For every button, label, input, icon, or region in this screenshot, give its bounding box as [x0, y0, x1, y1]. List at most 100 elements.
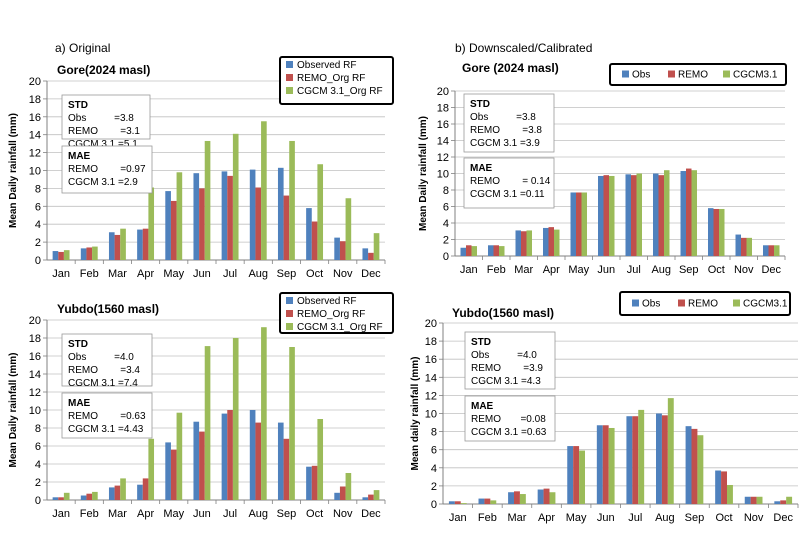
y-axis-label: Mean daily rainfall (mm)	[410, 357, 421, 471]
bar-cgcm3-1-mar	[526, 230, 532, 256]
bar-remo-org-rf-dec	[368, 252, 374, 260]
bar-remo-apr	[548, 227, 554, 256]
bar-cgcm-3-1-org-rf-jul	[232, 133, 239, 260]
y-tick-label: 12	[437, 152, 449, 164]
x-tick-label: Jun	[597, 512, 615, 524]
bar-cgcm-3-1-org-rf-mar	[120, 478, 126, 500]
x-tick-label: Feb	[80, 508, 99, 520]
legend-box	[619, 291, 791, 316]
legend-label: CGCM 3.1_Org RF	[297, 322, 383, 333]
bar-remo-org-rf-oct	[311, 221, 318, 260]
bar-cgcm3-1-jul	[638, 409, 645, 504]
panel-a-heading: a) Original	[55, 41, 111, 55]
stats-line: CGCM 3.1 =3.9	[470, 138, 540, 149]
bar-cgcm-3-1-org-rf-jun	[204, 346, 211, 500]
bar-observed-rf-dec	[362, 248, 369, 260]
bar-cgcm3-1-jun	[609, 175, 615, 256]
stats-line: REMO =3.1	[68, 126, 140, 137]
bar-remo-mar	[521, 231, 527, 256]
bar-remo-jan	[454, 501, 461, 504]
y-tick-label: 6	[35, 441, 41, 453]
chart-b2: 0 2 4 6 8 10 12 14 16 18 20 Jan Feb Mar Apr May Jun Jul Au…	[410, 291, 799, 524]
y-tick-label: 0	[431, 499, 437, 511]
bar-cgcm-3-1-org-rf-nov	[345, 198, 352, 260]
stats-line: CGCM 3.1 =7.4	[68, 378, 138, 389]
bar-obs-jul	[626, 416, 633, 504]
bar-remo-org-rf-sep	[283, 438, 290, 500]
y-tick-label: 10	[425, 409, 437, 421]
bar-observed-rf-apr	[137, 484, 143, 500]
bar-remo-org-rf-feb	[86, 247, 93, 260]
legend-swatch	[286, 323, 293, 330]
stats-line: Obs =3.8	[470, 112, 536, 123]
bar-remo-org-rf-may	[170, 449, 177, 500]
legend-label: Obs	[632, 70, 650, 81]
bar-obs-aug	[656, 413, 662, 504]
bar-cgcm3-1-oct	[719, 208, 725, 256]
legend-swatch	[286, 61, 293, 68]
stats-box-frame	[61, 94, 151, 140]
y-tick-label: 4	[431, 463, 437, 475]
x-tick-label: Dec	[361, 268, 381, 280]
bar-observed-rf-may	[165, 442, 171, 500]
bar-obs-jul	[625, 174, 631, 256]
legend-label: Observed RF	[297, 296, 356, 307]
bar-observed-rf-aug	[249, 410, 256, 500]
bar-obs-mar	[508, 492, 514, 504]
bar-remo-nov	[750, 496, 757, 504]
stats-box-frame	[61, 145, 153, 194]
y-tick-label: 12	[29, 387, 41, 399]
x-tick-label: Mar	[108, 508, 127, 520]
y-tick-label: 8	[35, 423, 41, 435]
y-tick-label: 12	[425, 390, 437, 402]
bar-cgcm-3-1-org-rf-apr	[148, 438, 155, 500]
bar-cgcm3-1-dec	[774, 245, 780, 256]
x-tick-label: Jun	[597, 264, 615, 276]
stats-box-frame	[463, 157, 555, 209]
chart-a1: 0 2 4 6 8 10 12 14 16 18 20 Jan Feb Mar Apr May Jun Jul Au…	[8, 56, 394, 280]
bar-remo-aug	[661, 415, 668, 504]
x-tick-label: Nov	[734, 264, 754, 276]
chart-b1: 0 2 4 6 8 10 12 14 16 18 20 Jan Feb Mar Apr May Jun Jul Au…	[418, 61, 787, 276]
bar-remo-org-rf-jun	[199, 188, 205, 260]
y-tick-label: 18	[425, 336, 437, 348]
x-tick-label: Jan	[52, 268, 70, 280]
bar-cgcm-3-1-org-rf-jan	[63, 492, 70, 500]
stats-heading: MAE	[68, 151, 91, 162]
bar-remo-org-rf-apr	[142, 228, 149, 260]
stats-box-std: STD Obs =3.8 REMO =3.8 CGCM 3.1 =3.9	[463, 93, 555, 153]
y-tick-label: 4	[443, 218, 449, 230]
stats-line: REMO =3.8	[470, 125, 542, 136]
x-tick-label: Dec	[773, 512, 793, 524]
bar-cgcm-3-1-org-rf-jul	[232, 338, 239, 500]
x-tick-label: Jun	[193, 268, 211, 280]
stats-heading: MAE	[68, 398, 91, 409]
bar-cgcm-3-1-org-rf-sep	[289, 140, 295, 260]
bar-observed-rf-may	[165, 191, 171, 260]
stats-line: REMO = 0.14	[470, 176, 551, 187]
bar-remo-org-rf-nov	[339, 241, 346, 260]
chart-title: Gore(2024 masl)	[57, 63, 150, 77]
bar-remo-may	[573, 446, 580, 504]
bar-cgcm3-1-dec	[786, 496, 793, 504]
bar-cgcm-3-1-org-rf-feb	[92, 491, 98, 500]
y-tick-label: 16	[437, 119, 449, 131]
x-tick-label: Oct	[306, 508, 323, 520]
legend-label: CGCM 3.1_Org RF	[297, 86, 383, 97]
stats-box-std: STD Obs =4.0 REMO =3.9 CGCM 3.1 =4.3	[464, 331, 556, 390]
y-axis-label: Mean Daily rainfall (mm)	[418, 116, 429, 231]
bar-remo-org-rf-jan	[58, 497, 64, 500]
bar-observed-rf-sep	[277, 167, 284, 260]
y-tick-label: 12	[29, 148, 41, 160]
bar-cgcm-3-1-org-rf-mar	[120, 228, 126, 260]
x-tick-label: May	[163, 268, 184, 280]
legend-label: REMO_Org RF	[297, 73, 365, 84]
stats-line: CGCM 3.1 =0.63	[471, 427, 547, 438]
bar-cgcm3-1-feb	[490, 500, 497, 504]
bar-observed-rf-mar	[108, 487, 115, 500]
legend-swatch	[286, 297, 293, 304]
x-tick-label: Feb	[478, 512, 497, 524]
bar-cgcm3-1-aug	[664, 170, 670, 256]
x-tick-label: Oct	[715, 512, 732, 524]
